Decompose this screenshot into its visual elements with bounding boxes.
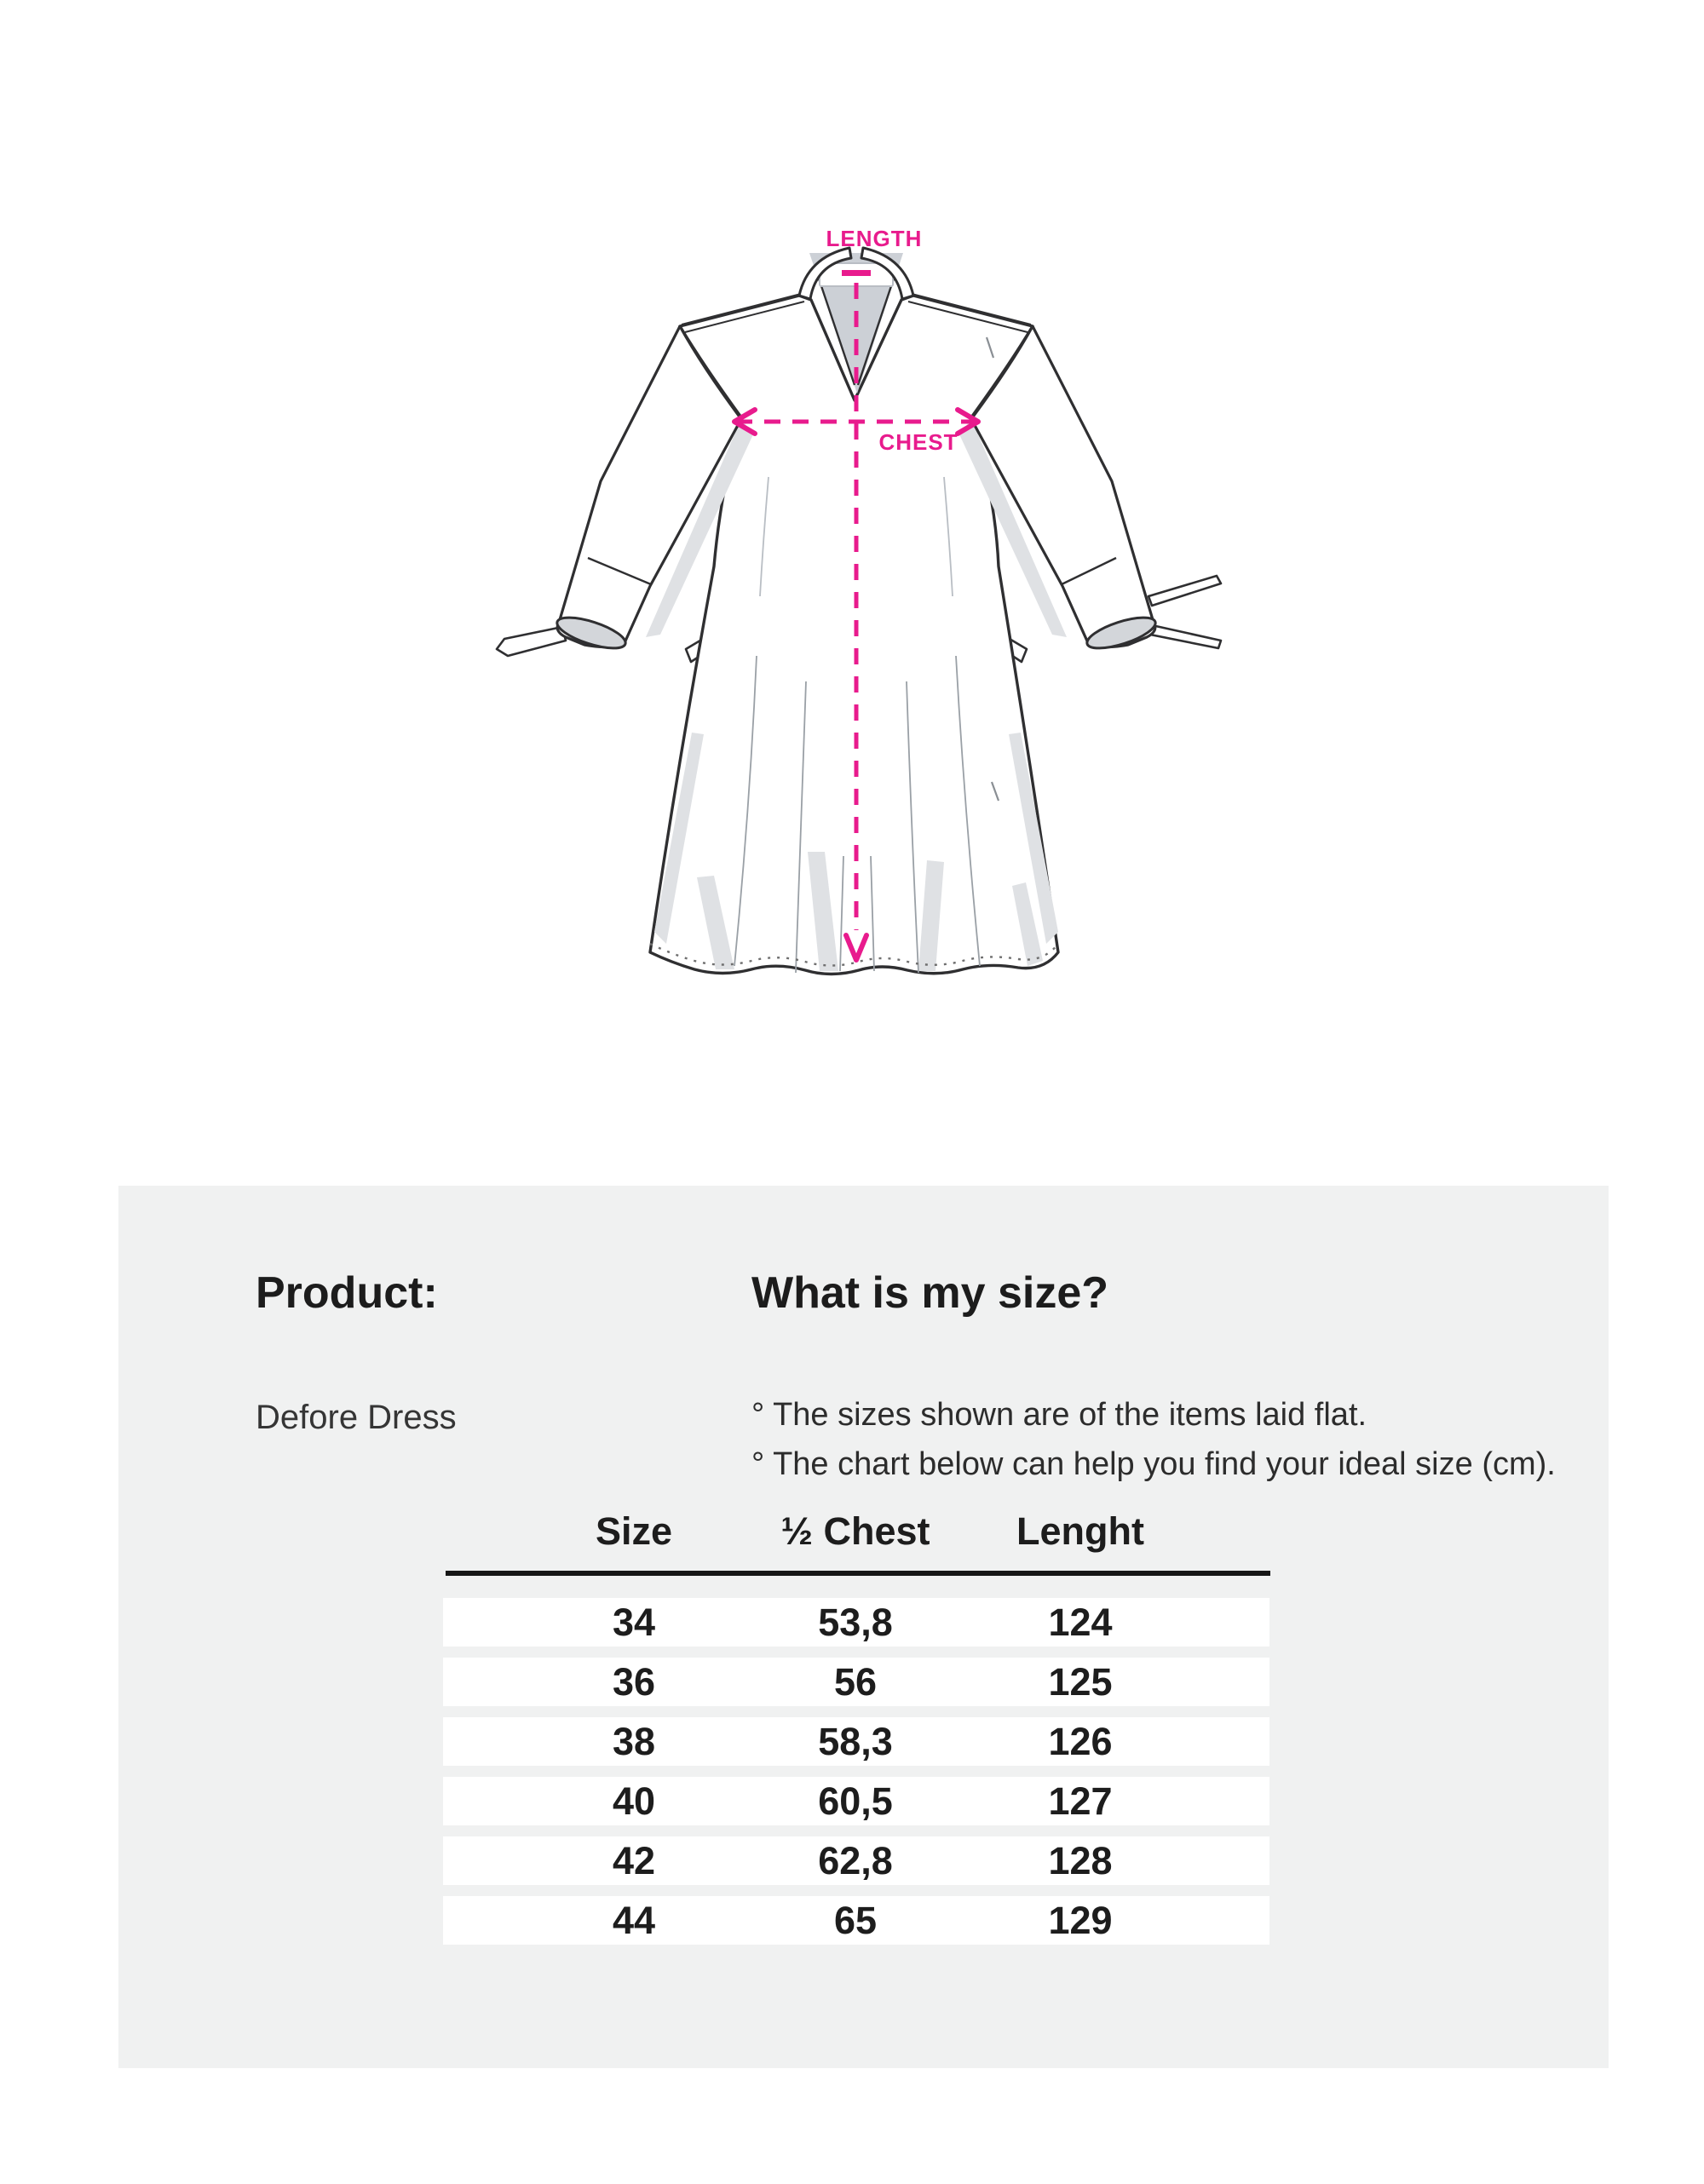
length-start-bar [842, 270, 871, 276]
length-value: 125 [1048, 1660, 1113, 1704]
table-row: 44 65 129 [443, 1896, 1269, 1945]
length-arrowhead [843, 933, 869, 963]
table-row: 42 62,8 128 [443, 1836, 1269, 1885]
length-label: LENGTH [826, 226, 923, 251]
length-value: 129 [1048, 1899, 1113, 1942]
product-heading: Product: [256, 1268, 438, 1318]
right-cuff-tie-upper [1147, 574, 1223, 607]
chest-value: 53,8 [818, 1601, 893, 1644]
fabric-shading [646, 419, 1067, 971]
table-row: 34 53,8 124 [443, 1598, 1269, 1647]
right-cuff-opening [1085, 616, 1157, 650]
size-question-heading: What is my size? [751, 1268, 1108, 1318]
length-value: 128 [1048, 1839, 1113, 1882]
col-header-chest: ½ Chest [780, 1509, 930, 1553]
measurement-annotations [732, 270, 981, 963]
size-table-header-row: Size ½ Chest Lenght [443, 1506, 1269, 1557]
left-cuff-seam [587, 556, 652, 586]
placket-right-edge [856, 270, 898, 386]
sleeve-ties [495, 574, 1223, 658]
chest-value: 58,3 [818, 1720, 893, 1763]
chest-value: 62,8 [818, 1839, 893, 1882]
size-value: 44 [612, 1899, 656, 1942]
size-value: 34 [612, 1601, 656, 1644]
size-value: 40 [612, 1779, 656, 1823]
chest-arrow-left [732, 407, 757, 436]
length-value: 127 [1048, 1779, 1113, 1823]
product-name: Defore Dress [256, 1399, 457, 1436]
table-row: 38 58,3 126 [443, 1717, 1269, 1766]
length-value: 126 [1048, 1720, 1113, 1763]
chest-label: CHEST [878, 429, 958, 455]
col-header-size: Size [595, 1509, 673, 1553]
size-value: 42 [612, 1839, 656, 1882]
placket-left-edge [815, 270, 856, 386]
shoulder-seams [681, 293, 1032, 333]
size-info-panel: Product: Defore Dress What is my size? °… [118, 1186, 1609, 2068]
note-sizes-flat: ° The sizes shown are of the items laid … [751, 1397, 1367, 1433]
table-row: 36 56 125 [443, 1658, 1269, 1706]
left-cuff-opening [556, 616, 627, 650]
chest-value: 65 [833, 1899, 878, 1942]
size-value: 38 [612, 1720, 656, 1763]
chest-arrow-right [955, 407, 981, 436]
left-cuff-tie [495, 625, 567, 658]
collar-band-right [860, 246, 915, 301]
dress-measurement-diagram: LENGTH CHEST [495, 226, 1223, 976]
right-cuff-tie-lower [1148, 624, 1223, 650]
table-header-rule [446, 1571, 1270, 1576]
col-header-length: Lenght [1016, 1509, 1144, 1553]
chest-value: 60,5 [818, 1779, 893, 1823]
skirt-fold-lines [734, 336, 1000, 974]
note-chart-help: ° The chart below can help you find your… [751, 1446, 1556, 1482]
right-cuff-seam [1061, 556, 1117, 586]
length-value: 124 [1048, 1601, 1113, 1644]
hem-stitch-line [649, 942, 1059, 967]
chest-value: 56 [833, 1660, 878, 1704]
collar-band-left [797, 246, 853, 301]
table-row: 40 60,5 127 [443, 1777, 1269, 1825]
size-value: 36 [612, 1660, 656, 1704]
